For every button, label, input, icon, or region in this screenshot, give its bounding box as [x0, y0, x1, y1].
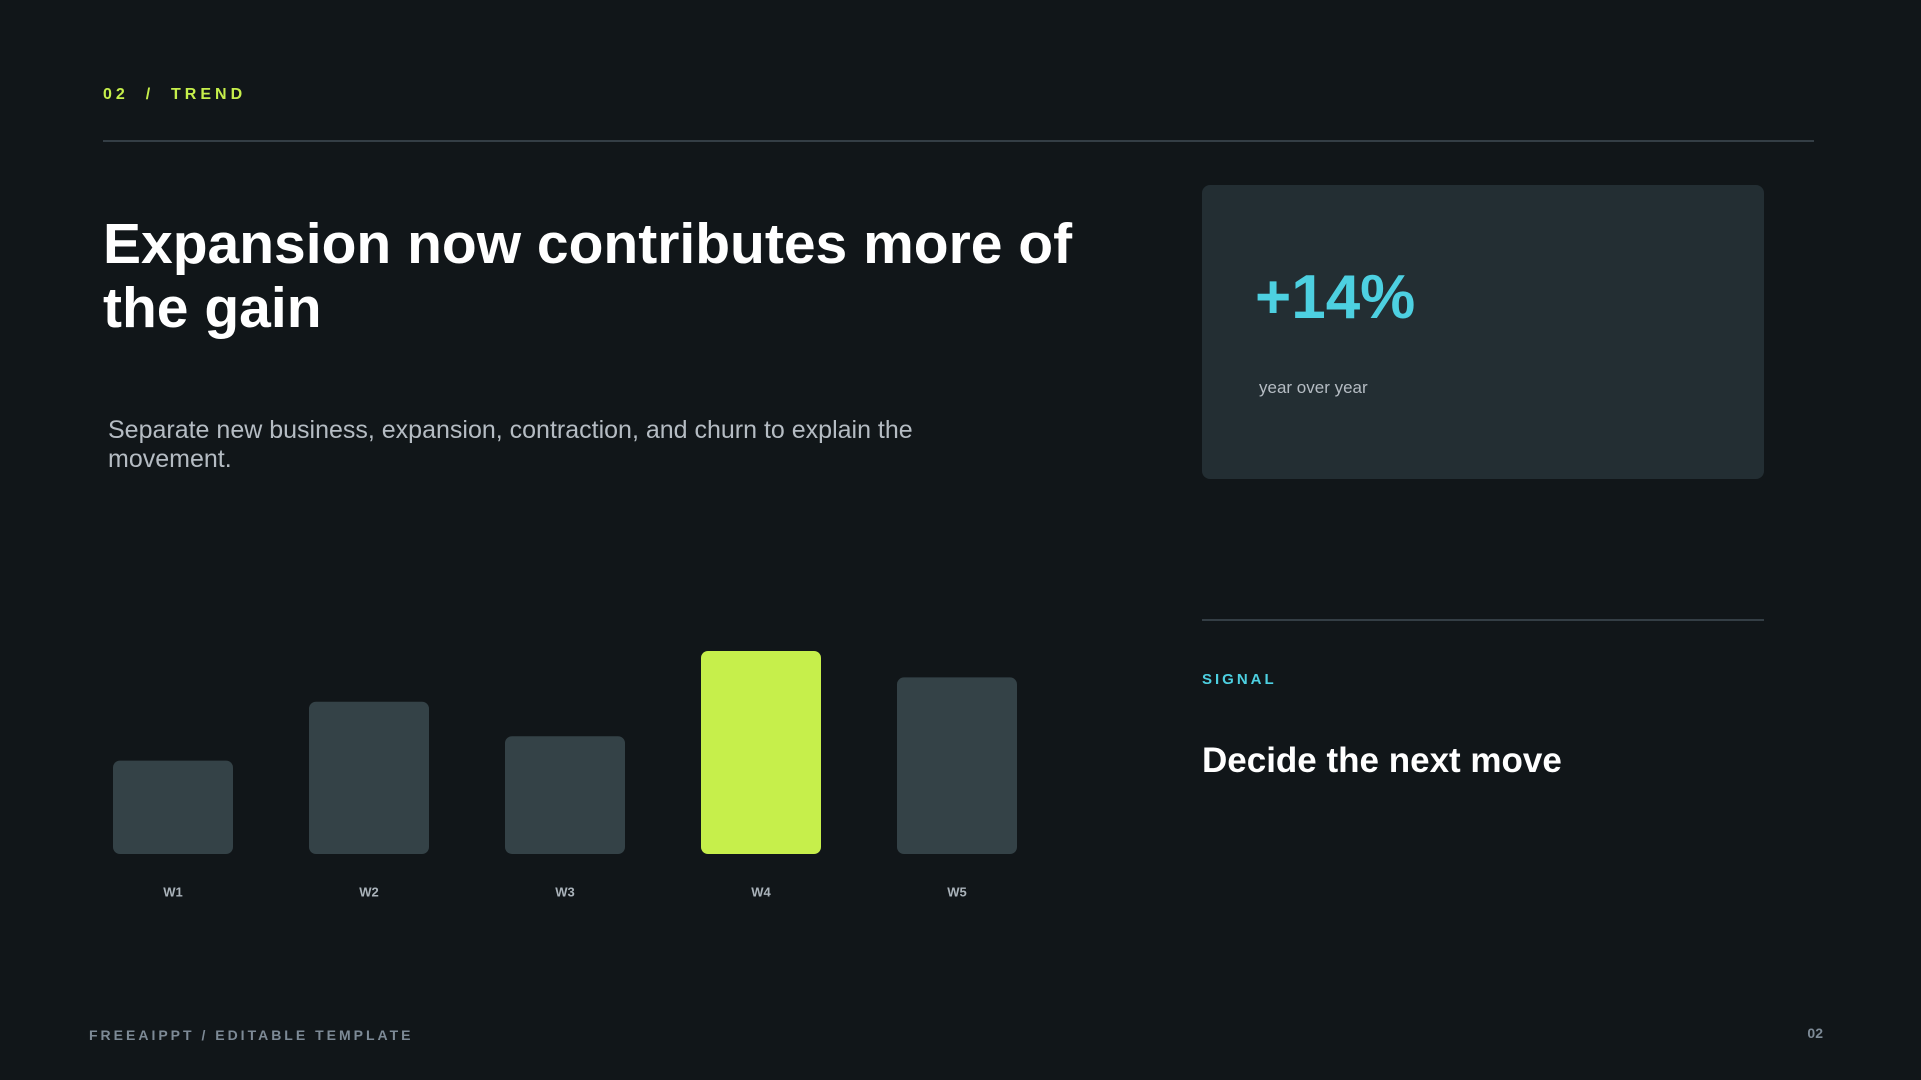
chart: W1 W2 W3 W4 W5: [113, 651, 1017, 899]
stat-value: +14%: [1255, 263, 1416, 332]
bar: [309, 701, 429, 854]
bar: [701, 651, 821, 854]
x-tick-label: W1: [163, 884, 183, 899]
bar: [897, 677, 1017, 854]
page-number: 02: [1807, 1025, 1823, 1041]
stat-card: [1202, 185, 1764, 479]
bar: [505, 736, 625, 854]
x-tick-label: W3: [555, 884, 575, 899]
x-tick-label: W5: [947, 884, 967, 899]
subtitle: Separate new business, expansion, contra…: [108, 416, 913, 473]
footer-text: FREEAIPPT / EDITABLE TEMPLATE: [89, 1027, 414, 1043]
stat-label: year over year: [1259, 378, 1368, 397]
signal-heading: Decide the next move: [1202, 741, 1562, 780]
section-label: 02 / TREND: [103, 86, 247, 103]
title: Expansion now contributes more of the ga…: [103, 212, 1073, 340]
x-tick-label: W4: [751, 884, 771, 899]
divider: [1202, 619, 1764, 621]
signal-label: SIGNAL: [1202, 671, 1277, 688]
divider: [103, 140, 1814, 142]
bar: [113, 760, 233, 854]
x-tick-label: W2: [359, 884, 379, 899]
